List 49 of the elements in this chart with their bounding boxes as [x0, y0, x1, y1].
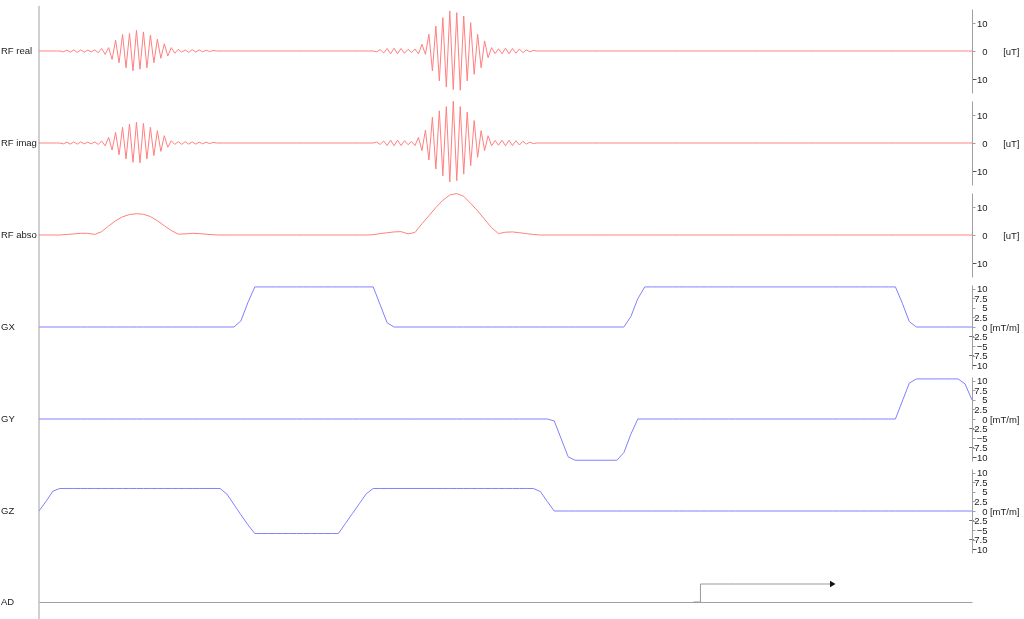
y-tick-label: −10 — [971, 257, 988, 269]
text: RF imag — [1, 137, 37, 148]
y-tick-label: −5 — [976, 432, 988, 444]
y-tick-label: 5 — [982, 302, 988, 314]
y-tick-label: 0 — [982, 505, 988, 517]
y-tick-label: −2.5 — [968, 515, 988, 527]
y-tick-label: −2.5 — [968, 331, 988, 343]
y-tick-label: 10 — [976, 467, 988, 479]
y-tick-label: 0 — [982, 413, 988, 425]
text: AD — [1, 596, 15, 607]
y-tick-label: −10 — [971, 165, 988, 177]
y-tick-label: 7.5 — [974, 292, 988, 304]
text: GZ — [1, 505, 15, 516]
y-tick-label: 0 — [982, 321, 988, 333]
y-tick-label: 10 — [976, 283, 988, 295]
text: RF abso — [1, 229, 37, 240]
y-tick-label: −5 — [976, 340, 988, 352]
y-tick-label: 2.5 — [974, 403, 988, 415]
y-tick-label: 0 — [982, 45, 988, 57]
y-tick-label: −7.5 — [968, 442, 988, 454]
y-axis-title: [uT] — [1003, 229, 1020, 241]
y-axis-title: [uT] — [1003, 137, 1020, 149]
y-tick-label: −7.5 — [968, 350, 988, 362]
y-tick-label: 5 — [982, 486, 988, 498]
y-tick-label: 2.5 — [974, 495, 988, 507]
y-axis-title: [mT/m] — [989, 413, 1020, 425]
y-tick-label: 7.5 — [974, 384, 988, 396]
y-tick-label: −5 — [976, 524, 988, 536]
y-tick-label: 2.5 — [974, 311, 988, 323]
y-tick-label: 10 — [976, 17, 988, 29]
text: GX — [1, 321, 16, 332]
y-tick-label: 5 — [982, 394, 988, 406]
y-tick-label: −10 — [971, 73, 988, 85]
y-axis-title: [mT/m] — [989, 321, 1020, 333]
text: GY — [1, 413, 16, 424]
y-tick-label: 10 — [976, 109, 988, 121]
y-tick-label: −2.5 — [968, 423, 988, 435]
y-tick-label: 7.5 — [974, 476, 988, 488]
y-tick-label: 0 — [982, 229, 988, 241]
y-tick-label: −10 — [971, 359, 988, 371]
y-tick-label: 10 — [976, 201, 988, 213]
y-tick-label: 10 — [976, 375, 988, 387]
text: RF real — [1, 45, 33, 56]
y-tick-label: 0 — [982, 137, 988, 149]
y-axis-title: [uT] — [1003, 45, 1020, 57]
y-axis-title: [mT/m] — [989, 505, 1020, 517]
y-tick-label: −10 — [971, 451, 988, 463]
y-tick-label: −7.5 — [968, 534, 988, 546]
y-tick-label: −10 — [971, 543, 988, 555]
